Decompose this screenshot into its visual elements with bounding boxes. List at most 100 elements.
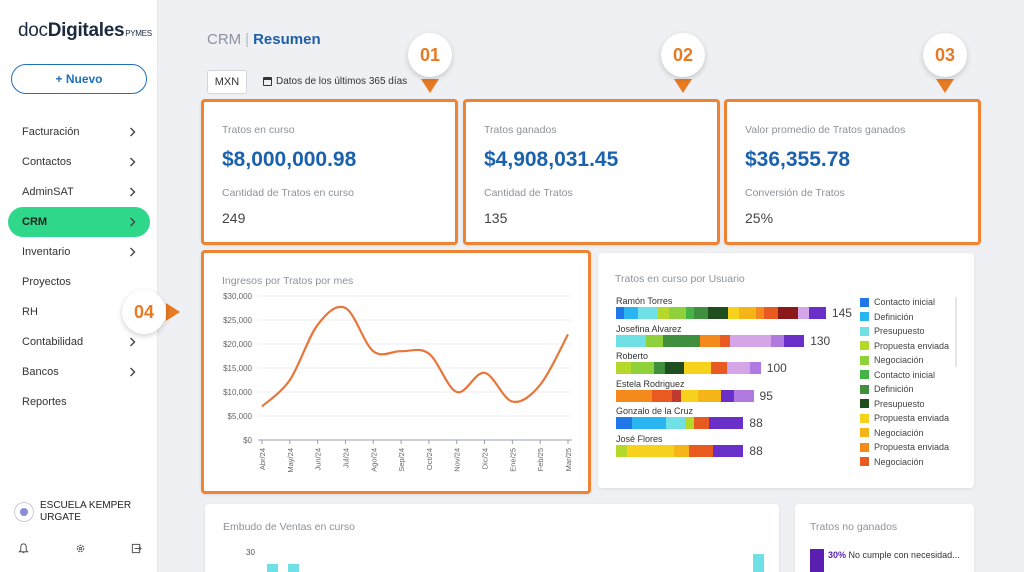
bell-icon[interactable] [18,543,29,557]
bar-segment[interactable] [685,307,695,319]
bar-segment[interactable] [684,417,694,429]
bar-segment[interactable] [646,444,675,457]
legend-item[interactable]: Propuesta enviada [860,411,949,426]
user-bar-row[interactable]: Ramón Torres 145 [616,296,852,320]
sidebar-item-inventario[interactable]: Inventario [8,237,150,267]
bar-segment[interactable] [684,362,712,374]
bar-segment[interactable] [657,307,670,319]
legend-item[interactable]: Contacto inicial [860,295,949,310]
breadcrumb-section[interactable]: CRM [207,31,242,48]
bar-segment[interactable] [674,444,690,457]
bar-segment[interactable] [636,334,647,347]
bar-segment[interactable] [681,389,698,402]
sidebar-item-contactos[interactable]: Contactos [8,147,150,177]
bar-segment[interactable] [755,307,765,319]
user-bar-row[interactable]: Gonzalo de la Cruz 88 [616,406,763,430]
bar-segment[interactable] [631,362,655,374]
bar-segment[interactable] [671,389,682,402]
bar-segment[interactable] [639,389,653,402]
bar-segment[interactable] [646,334,663,347]
brand-logo[interactable]: docDigitalesPYMES [18,20,152,41]
user-profile[interactable]: ESCUELA KEMPER URGATE [14,500,131,524]
sidebar-item-crm[interactable]: CRM [8,207,150,237]
bar-segment[interactable] [699,334,721,347]
legend-item[interactable]: Contacto inicial [860,368,949,383]
bar-segment[interactable] [616,444,628,457]
bar-segment[interactable] [797,307,810,319]
bar-segment[interactable] [749,362,761,374]
legend-item[interactable]: Propuesta enviada [860,339,949,354]
bar-segment[interactable] [662,334,687,347]
bar-segment[interactable] [733,389,754,402]
bar-segment[interactable] [652,389,672,402]
bar-segment[interactable] [665,362,685,374]
sidebar-item-label: Bancos [22,366,59,378]
bar-segment[interactable] [739,307,756,319]
bar-segment[interactable] [624,307,639,319]
bar-segment[interactable] [711,362,727,374]
bar-segment[interactable] [708,307,728,319]
bar-segment[interactable] [770,334,784,347]
legend-item[interactable]: Propuesta enviada [860,440,949,455]
sidebar-item-rh[interactable]: RH [8,297,150,327]
bar-segment[interactable] [809,307,826,319]
bar-segment[interactable] [693,417,710,429]
bar-segment[interactable] [720,389,734,402]
date-range-filter[interactable]: Datos de los últimos 365 días [263,76,407,87]
legend-item[interactable]: Definición [860,310,949,325]
bar-segment[interactable] [616,334,637,347]
bar-segment[interactable] [669,307,686,319]
currency-select[interactable]: MXN [207,70,247,94]
bar-segment[interactable] [689,444,713,457]
bar-segment[interactable] [783,334,805,347]
bar-segment[interactable] [616,362,632,374]
bar-segment[interactable] [764,307,779,319]
legend-item[interactable]: Negociación [860,426,949,441]
sidebar-item-reportes[interactable]: Reportes [8,387,150,417]
bar-segment[interactable] [727,307,740,319]
bar-segment[interactable] [731,417,744,429]
legend-item[interactable]: Presupuesto [860,324,949,339]
user-bar-row[interactable]: Estela Rodriguez 95 [616,379,773,403]
sidebar-item-bancos[interactable]: Bancos [8,357,150,387]
bar-segment[interactable] [616,417,632,429]
bar-segment[interactable] [726,362,750,374]
legend-swatch [860,413,869,423]
user-bar-row[interactable]: Josefina Alvarez 130 [616,324,830,348]
bar-segment[interactable] [709,417,732,429]
bar-segment[interactable] [627,444,647,457]
bar-segment[interactable] [778,307,798,319]
sidebar-item-adminsat[interactable]: AdminSAT [8,177,150,207]
bar-segment[interactable] [665,417,685,429]
legend-label: Negociación [874,355,924,366]
bar-segment[interactable] [616,389,640,402]
bar-segment[interactable] [697,389,721,402]
bar-segment[interactable] [616,307,625,319]
bar-segment[interactable] [631,417,654,429]
legend-item[interactable]: Negociación [860,455,949,470]
new-button[interactable]: + Nuevo [11,64,147,94]
user-name-label: Ramón Torres [616,296,673,306]
sidebar-item-contabilidad[interactable]: Contabilidad [8,327,150,357]
bar-segment[interactable] [654,362,666,374]
bar-segment[interactable] [720,334,731,347]
bar-segment[interactable] [653,417,666,429]
bar-segment[interactable] [712,444,725,457]
bar-segment[interactable] [746,334,771,347]
bar-segment[interactable] [686,334,700,347]
sidebar-item-proyectos[interactable]: Proyectos [8,267,150,297]
legend-item[interactable]: Negociación [860,353,949,368]
logout-icon[interactable] [131,543,142,557]
gear-icon[interactable] [75,543,86,557]
user-bar-row[interactable]: Roberto 100 [616,351,787,375]
bar-segment[interactable] [638,307,658,319]
bar-segment[interactable] [724,444,744,457]
callout-pointer [166,303,180,321]
legend-scrollbar[interactable] [955,297,957,367]
user-bar-row[interactable]: José Flores 88 [616,434,763,458]
bar-segment[interactable] [730,334,747,347]
legend-item[interactable]: Presupuesto [860,397,949,412]
sidebar-item-facturación[interactable]: Facturación [8,117,150,147]
legend-item[interactable]: Definición [860,382,949,397]
bar-segment[interactable] [694,307,709,319]
